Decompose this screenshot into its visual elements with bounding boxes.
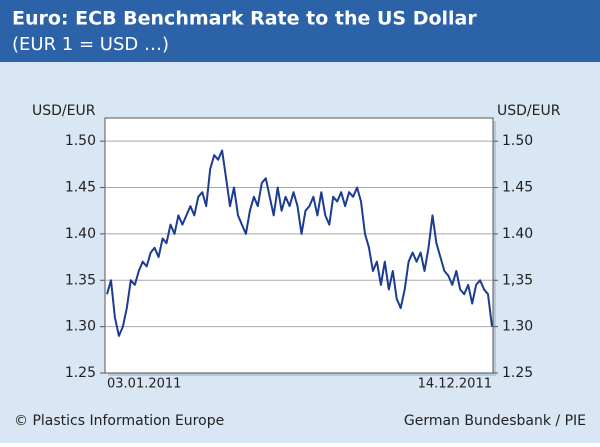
y-tick-label: 1.35 [65, 272, 96, 288]
y2-tick-label: 1.50 [502, 133, 533, 149]
y-axis-label: USD/EUR [32, 103, 96, 119]
y-tick-label: 1.50 [65, 133, 96, 149]
y2-tick-label: 1.30 [502, 319, 533, 335]
plot-area [104, 117, 494, 374]
y2-axis-label: USD/EUR [497, 103, 561, 119]
chart-title: Euro: ECB Benchmark Rate to the US Dolla… [12, 8, 477, 30]
y2-tick-label: 1.40 [502, 226, 533, 242]
data-line [106, 149, 493, 337]
x-tick-label: 14.12.2011 [418, 377, 492, 392]
source-right: German Bundesbank / PIE [404, 413, 586, 429]
source-left: © Plastics Information Europe [14, 413, 224, 429]
y-tick-label: 1.45 [65, 180, 96, 196]
y-tick-label: 1.25 [65, 365, 96, 381]
y-tick-label: 1.30 [65, 319, 96, 335]
header [0, 0, 600, 62]
y2-tick-label: 1.25 [502, 365, 533, 381]
x-tick-label: 03.01.2011 [107, 377, 181, 392]
y2-tick-label: 1,35 [502, 272, 533, 288]
y2-tick-label: 1.45 [502, 180, 533, 196]
y-tick-label: 1.40 [65, 226, 96, 242]
chart-subtitle: (EUR 1 = USD …) [12, 34, 169, 55]
